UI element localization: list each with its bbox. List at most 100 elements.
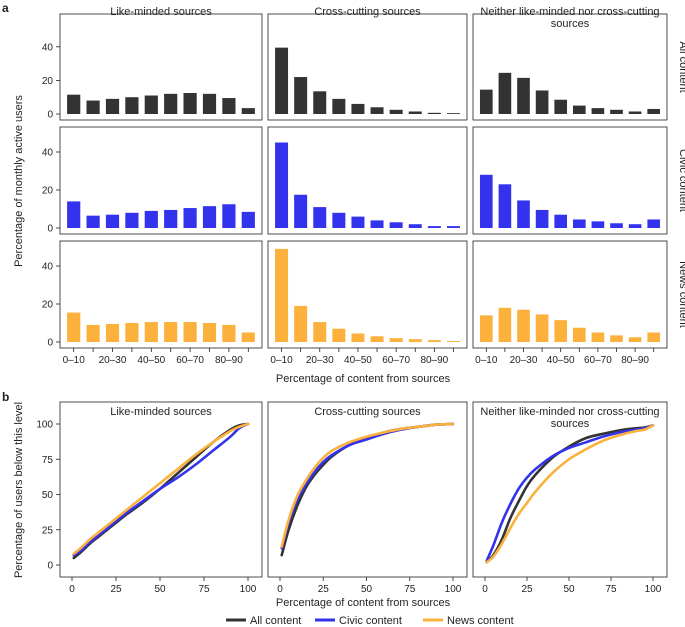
panel-frame-news-0 bbox=[59, 240, 263, 349]
bar-news-col1-bin8 bbox=[427, 340, 441, 342]
x-tick-label: 60–70 bbox=[584, 355, 612, 366]
x-tick-label: 25 bbox=[110, 584, 122, 595]
bar-news-col2-bin1 bbox=[498, 307, 512, 342]
x-tick-label: 40–50 bbox=[547, 355, 575, 366]
panel-b-column-title-2: Neither like-minded nor cross-cutting sou… bbox=[480, 406, 659, 430]
bar-all-col0-bin0 bbox=[67, 94, 81, 114]
bar-civic-col0-bin5 bbox=[164, 209, 178, 228]
x-tick-label: 60–70 bbox=[176, 355, 204, 366]
cdf-line-civic-col2 bbox=[485, 424, 655, 563]
x-tick-label: 25 bbox=[521, 584, 533, 595]
bar-news-col2-bin5 bbox=[572, 327, 586, 342]
cdf-line-news-col2 bbox=[485, 424, 655, 564]
x-tick-label: 20–30 bbox=[510, 355, 538, 366]
x-tick-label: 100 bbox=[445, 584, 462, 595]
bar-all-col2-bin6 bbox=[591, 108, 605, 114]
x-tick-label: 0 bbox=[69, 584, 75, 595]
y-tick-label: 25 bbox=[42, 525, 54, 536]
y-tick-label: 20 bbox=[42, 300, 54, 311]
bar-all-col2-bin2 bbox=[517, 77, 530, 114]
x-tick-label: 75 bbox=[198, 584, 210, 595]
bar-civic-col0-bin3 bbox=[125, 212, 139, 228]
bar-news-col0-bin6 bbox=[183, 322, 197, 342]
bar-all-col1-bin1 bbox=[294, 77, 308, 114]
bar-all-col1-bin7 bbox=[408, 111, 422, 114]
column-title-1: Cross-cutting sources bbox=[314, 6, 421, 18]
x-tick-label: 0–10 bbox=[270, 355, 293, 366]
bar-civic-col0-bin2 bbox=[105, 214, 120, 228]
bar-all-col1-bin2 bbox=[313, 91, 327, 114]
bar-news-col2-bin6 bbox=[591, 332, 605, 342]
panel-frame-civic-0 bbox=[59, 126, 263, 235]
bar-news-col2-bin9 bbox=[647, 332, 661, 342]
x-tick-label: 100 bbox=[645, 584, 662, 595]
bar-news-col1-bin0 bbox=[275, 248, 289, 342]
bar-all-col0-bin4 bbox=[144, 95, 158, 114]
panel-a-bar-charts: Like-minded sources Cross-cutting sources… bbox=[13, 6, 685, 385]
bar-civic-col0-bin8 bbox=[222, 204, 236, 228]
legend-label-civic: Civic content bbox=[339, 615, 402, 627]
bar-news-col2-bin2 bbox=[517, 309, 530, 342]
panel-frame-news-1 bbox=[267, 240, 468, 349]
bar-news-col1-bin7 bbox=[408, 339, 422, 342]
column-title-0: Like-minded sources bbox=[110, 6, 212, 18]
x-tick-label: 0–10 bbox=[63, 355, 86, 366]
bar-all-col1-bin0 bbox=[275, 47, 289, 114]
panel-b-column-title-0: Like-minded sources bbox=[110, 406, 212, 418]
bar-news-col0-bin1 bbox=[86, 324, 100, 342]
panel-frame-civic-2 bbox=[472, 126, 668, 235]
x-tick-label: 20–30 bbox=[306, 355, 334, 366]
bar-all-col2-bin9 bbox=[647, 108, 661, 114]
bar-news-col0-bin0 bbox=[67, 312, 81, 342]
y-tick-label: 0 bbox=[47, 110, 53, 121]
panel-frame-civic-1 bbox=[267, 126, 468, 235]
bar-all-col2-bin8 bbox=[628, 111, 642, 114]
x-tick-label: 75 bbox=[404, 584, 416, 595]
bar-news-col0-bin8 bbox=[222, 324, 236, 342]
panel-b-frame-1 bbox=[267, 401, 468, 578]
legend-label-all: All content bbox=[250, 615, 301, 627]
bar-civic-col2-bin7 bbox=[610, 223, 623, 228]
cdf-line-news-col0 bbox=[72, 422, 250, 556]
panel-frame-news-2 bbox=[472, 240, 668, 349]
x-tick-label: 0–10 bbox=[475, 355, 498, 366]
x-tick-label: 50 bbox=[563, 584, 575, 595]
x-tick-label: 50 bbox=[361, 584, 373, 595]
y-tick-label: 20 bbox=[42, 76, 54, 87]
bar-news-col0-bin2 bbox=[105, 323, 120, 342]
bar-news-col1-bin6 bbox=[389, 338, 403, 342]
bar-civic-col2-bin1 bbox=[498, 184, 512, 228]
bar-news-col1-bin3 bbox=[332, 328, 346, 342]
bar-all-col0-bin7 bbox=[202, 93, 217, 114]
bar-civic-col1-bin8 bbox=[427, 226, 441, 228]
bar-all-col0-bin9 bbox=[241, 108, 255, 114]
panel-b-x-axis-label: Percentage of content from sources bbox=[276, 597, 451, 609]
bar-civic-col1-bin2 bbox=[313, 207, 327, 228]
bar-civic-col1-bin7 bbox=[408, 224, 422, 228]
x-tick-label: 0 bbox=[277, 584, 283, 595]
bar-news-col1-bin1 bbox=[294, 305, 308, 342]
panel-b-frame-2 bbox=[472, 401, 668, 578]
panel-b-y-axis-label: Percentage of users below this level bbox=[13, 402, 25, 578]
x-tick-label: 80–90 bbox=[215, 355, 243, 366]
bar-news-col1-bin2 bbox=[313, 322, 327, 342]
column-title-2: Neither like-minded nor cross-cutting sou… bbox=[480, 6, 659, 30]
cdf-line-all-col2 bbox=[485, 424, 655, 564]
y-tick-label: 20 bbox=[42, 186, 54, 197]
bar-news-col2-bin8 bbox=[628, 337, 642, 342]
x-tick-label: 80–90 bbox=[621, 355, 649, 366]
x-tick-label: 50 bbox=[154, 584, 166, 595]
bar-all-col2-bin4 bbox=[554, 99, 568, 114]
panel-b-line-charts: Like-minded sources 0 25 50 75 100 0 25 50 75 100 C… bbox=[13, 401, 668, 627]
bar-news-col2-bin4 bbox=[554, 320, 568, 342]
bar-all-col2-bin7 bbox=[610, 109, 623, 114]
bar-news-col0-bin5 bbox=[164, 322, 178, 342]
y-tick-label: 100 bbox=[36, 420, 53, 431]
bar-news-col0-bin3 bbox=[125, 323, 139, 342]
row-label-civic: Civic content bbox=[677, 149, 685, 212]
panel-frame-all-0 bbox=[59, 13, 263, 121]
panel-b-column-title-1: Cross-cutting sources bbox=[314, 406, 421, 418]
x-tick-label: 40–50 bbox=[344, 355, 372, 366]
x-tick-label: 20–30 bbox=[99, 355, 127, 366]
